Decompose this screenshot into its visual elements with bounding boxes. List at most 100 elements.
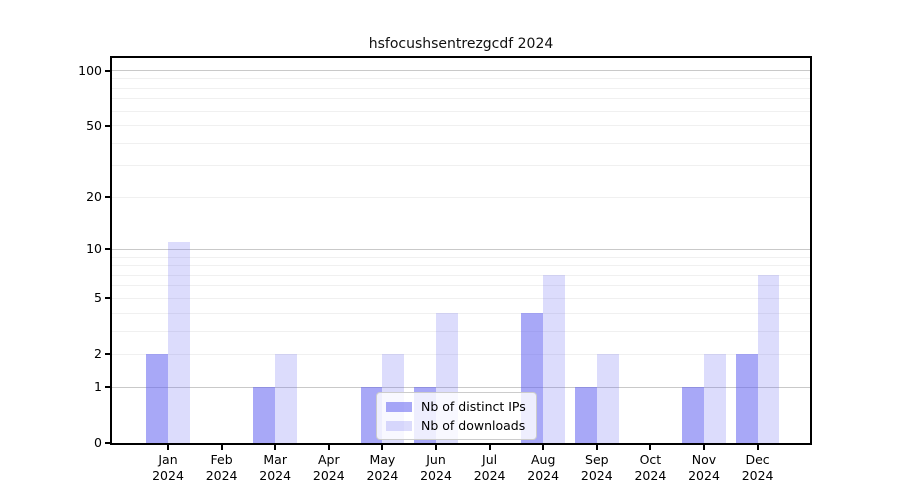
x-axis-tickmark: [703, 445, 705, 450]
y-axis-tickmark: [105, 442, 110, 444]
bar-distinct-ips-mar: [253, 387, 276, 443]
x-axis-tickmark: [595, 445, 598, 450]
y-axis-tickmark: [105, 69, 110, 72]
x-axis-tick-label: Oct 2024: [614, 452, 686, 484]
x-axis-tickmark: [167, 445, 169, 450]
x-axis-tickmark: [488, 445, 491, 450]
x-axis-tickmark: [649, 445, 652, 450]
bar-downloads-sep: [596, 354, 619, 443]
y-axis-tickmark: [105, 386, 110, 389]
bar-distinct-ips-sep: [575, 387, 597, 443]
x-axis-tick-year: 2024: [688, 468, 720, 483]
minor-gridline: [112, 165, 810, 167]
x-axis-tick-label: Aug 2024: [507, 452, 579, 484]
x-axis-tick-year: 2024: [152, 468, 184, 483]
y-axis-tickmark: [105, 297, 110, 300]
minor-gridline: [112, 353, 810, 355]
major-gridline: [112, 248, 810, 250]
y-axis-tick-label: 5: [94, 290, 102, 306]
x-axis-tick-month: Oct: [639, 452, 662, 467]
x-axis-tick-month: Aug: [530, 452, 556, 467]
x-axis-tick-year: 2024: [312, 468, 345, 483]
x-axis-tick-label: May 2024: [346, 452, 418, 484]
x-axis-tickmark: [381, 445, 384, 450]
x-axis-tickmark: [274, 445, 277, 450]
minor-gridline: [112, 265, 810, 267]
x-axis-tick-month: Jul: [482, 452, 498, 467]
x-axis-tick-year: 2024: [420, 468, 452, 483]
y-axis-tickmark: [105, 124, 110, 127]
x-axis-tick-year: 2024: [366, 468, 399, 483]
plot-area: [110, 56, 812, 445]
minor-gridline: [112, 196, 810, 198]
y-axis-tick-label: 50: [86, 117, 102, 133]
legend-label-distinct-ips: Nb of distinct IPs: [421, 399, 526, 414]
x-axis-tick-month: Jan: [158, 452, 178, 467]
bar-distinct-ips-jan: [146, 354, 168, 443]
x-axis-tick-label: Dec 2024: [722, 452, 794, 484]
y-axis-tick-label: 10: [86, 241, 102, 257]
legend-item-distinct-ips: Nb of distinct IPs: [386, 399, 526, 414]
x-axis-tick-label: Apr 2024: [293, 452, 365, 484]
x-axis-tickmark: [435, 445, 437, 450]
legend-swatch-distinct-ips-icon: [386, 401, 412, 412]
y-axis-tick-label: 0: [94, 435, 102, 450]
x-axis-tick-year: 2024: [527, 468, 560, 483]
x-axis-tick-label: Jul 2024: [454, 452, 526, 484]
x-axis-tick-year: 2024: [205, 468, 238, 483]
minor-gridline: [112, 274, 810, 276]
x-axis-tick-label: Nov 2024: [668, 452, 740, 484]
bar-distinct-ips-dec: [735, 354, 758, 443]
x-axis-tick-label: Mar 2024: [239, 452, 311, 484]
legend-swatch-downloads-icon: [386, 420, 412, 431]
x-axis-tick-month: Mar: [263, 452, 287, 467]
minor-gridline: [112, 285, 810, 287]
bar-downloads-dec: [757, 275, 780, 443]
legend-label-downloads: Nb of downloads: [421, 418, 526, 433]
bar-downloads-nov: [704, 354, 726, 443]
y-axis-tick-label: 20: [86, 189, 102, 205]
minor-gridline: [112, 98, 810, 100]
x-axis-tick-month: Jun: [426, 452, 446, 467]
x-axis-tick-label: Jan 2024: [132, 452, 204, 484]
minor-gridline: [112, 78, 810, 80]
minor-gridline: [112, 125, 810, 127]
bar-downloads-aug: [543, 275, 565, 443]
minor-gridline: [112, 142, 810, 144]
minor-gridline: [112, 110, 810, 112]
x-axis-tickmark: [327, 445, 330, 450]
x-axis-tickmark: [542, 445, 545, 450]
minor-gridline: [112, 87, 810, 89]
x-axis-tickmark: [756, 445, 759, 450]
x-axis-tick-year: 2024: [473, 468, 506, 483]
minor-gridline: [112, 312, 810, 314]
y-axis-tick-label: 2: [94, 346, 102, 362]
x-axis-tick-month: May: [369, 452, 396, 467]
minor-gridline: [112, 256, 810, 258]
x-axis-tick-year: 2024: [259, 468, 292, 483]
minor-gridline: [112, 297, 810, 299]
bar-downloads-mar: [275, 354, 297, 443]
y-axis-tick-label: 100: [78, 62, 102, 78]
bar-distinct-ips-nov: [682, 387, 704, 443]
y-axis-tick-label: 1: [94, 379, 102, 395]
minor-gridline: [112, 330, 810, 332]
x-axis-tick-month: Feb: [210, 452, 233, 467]
x-axis-tick-month: Apr: [317, 452, 340, 467]
chart-title: hsfocushsentrezgcdf 2024: [368, 36, 554, 52]
x-axis-tick-year: 2024: [634, 468, 667, 483]
y-axis-tickmark: [105, 196, 110, 199]
legend-item-downloads: Nb of downloads: [386, 418, 526, 433]
x-axis-tick-label: Jun 2024: [400, 452, 472, 484]
x-axis-tick-month: Dec: [745, 452, 770, 467]
x-axis-tick-label: Sep 2024: [561, 452, 633, 484]
major-gridline: [112, 386, 810, 388]
y-axis-tickmark: [105, 353, 110, 356]
legend: Nb of distinct IPs Nb of downloads: [376, 392, 537, 440]
bar-downloads-jan: [168, 242, 190, 443]
y-axis-tickmark: [105, 248, 110, 251]
x-axis-tick-year: 2024: [741, 468, 774, 483]
x-axis-tick-year: 2024: [580, 468, 613, 483]
x-axis-tick-label: Feb 2024: [186, 452, 258, 484]
